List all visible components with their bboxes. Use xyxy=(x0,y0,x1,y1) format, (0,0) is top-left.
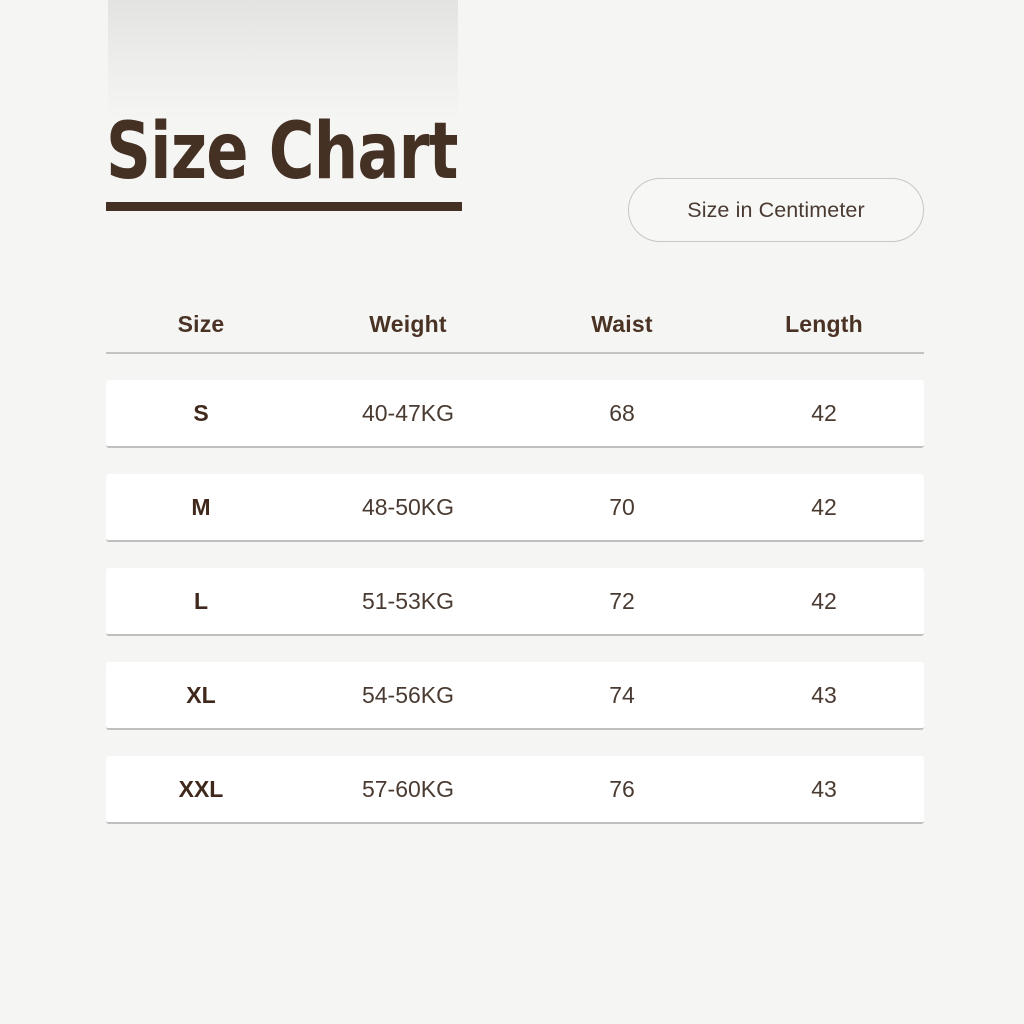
cell-weight: 57-60KG xyxy=(361,775,455,802)
unit-pill-button[interactable]: Size in Centimeter xyxy=(628,178,924,242)
cell-waist: 76 xyxy=(609,775,635,802)
page-header: Size Chart Size in Centimeter xyxy=(106,112,924,242)
column-header-weight: Weight xyxy=(369,310,447,337)
cell-length: 42 xyxy=(811,587,837,614)
page-title: Size Chart xyxy=(106,107,458,197)
table-row-wrap: XL 54-56KG 74 43 xyxy=(106,662,924,730)
table-body: S 40-47KG 68 42 M 48-50KG 70 42 L 51-53K… xyxy=(106,380,924,824)
table-row[interactable]: M 48-50KG 70 42 xyxy=(106,474,924,542)
column-header-length: Length xyxy=(785,310,863,337)
size-chart-table: Size Weight Waist Length S 40-47KG 68 42… xyxy=(106,296,924,824)
column-header-waist: Waist xyxy=(591,310,653,337)
table-row[interactable]: XXL 57-60KG 76 43 xyxy=(106,756,924,824)
cell-length: 42 xyxy=(811,493,837,520)
table-row-wrap: S 40-47KG 68 42 xyxy=(106,380,924,448)
table-row-wrap: L 51-53KG 72 42 xyxy=(106,568,924,636)
cell-weight: 40-47KG xyxy=(361,399,455,426)
cell-waist: 68 xyxy=(609,399,635,426)
table-row-wrap: XXL 57-60KG 76 43 xyxy=(106,756,924,824)
cell-size: S xyxy=(193,399,209,426)
title-block: Size Chart xyxy=(106,112,546,211)
cell-weight: 48-50KG xyxy=(361,493,455,520)
cell-waist: 74 xyxy=(609,681,635,708)
table-header-row: Size Weight Waist Length xyxy=(106,296,924,354)
header-gradient-band xyxy=(108,0,458,120)
cell-size: XXL xyxy=(178,775,224,802)
cell-weight: 54-56KG xyxy=(361,681,455,708)
table-row-wrap: M 48-50KG 70 42 xyxy=(106,474,924,542)
title-underline-rule xyxy=(106,202,462,211)
table-row[interactable]: L 51-53KG 72 42 xyxy=(106,568,924,636)
cell-weight: 51-53KG xyxy=(361,587,455,614)
unit-pill-label: Size in Centimeter xyxy=(687,197,865,222)
table-row[interactable]: XL 54-56KG 74 43 xyxy=(106,662,924,730)
cell-size: M xyxy=(191,493,211,520)
column-header-size: Size xyxy=(177,310,225,337)
table-row[interactable]: S 40-47KG 68 42 xyxy=(106,380,924,448)
cell-length: 42 xyxy=(811,399,837,426)
cell-size: XL xyxy=(186,681,216,708)
cell-size: L xyxy=(193,587,209,614)
cell-waist: 70 xyxy=(609,493,635,520)
cell-length: 43 xyxy=(811,681,837,708)
cell-length: 43 xyxy=(811,775,837,802)
cell-waist: 72 xyxy=(609,587,635,614)
